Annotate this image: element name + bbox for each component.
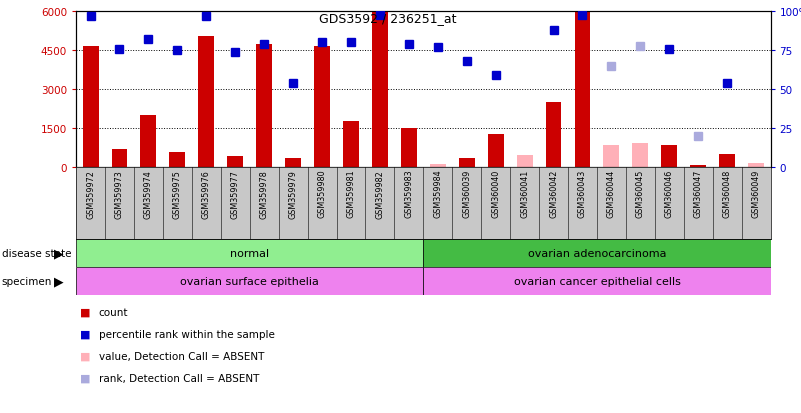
Bar [83,47,99,167]
Text: ▶: ▶ [54,275,64,288]
Text: GSM360048: GSM360048 [723,169,731,218]
Text: GSM360044: GSM360044 [607,169,616,218]
Text: GSM360041: GSM360041 [520,169,529,218]
Bar [662,145,677,167]
Bar [343,122,359,167]
Bar [633,144,648,167]
Bar [545,103,562,167]
Text: GSM360039: GSM360039 [462,169,471,218]
Text: GSM360046: GSM360046 [665,169,674,218]
Bar [603,145,619,167]
Text: GSM360047: GSM360047 [694,169,702,218]
Bar [748,164,764,167]
Bar [314,47,330,167]
Text: ■: ■ [80,373,91,383]
Text: GSM360043: GSM360043 [578,169,587,218]
Bar [170,153,185,167]
Bar [111,149,127,167]
Bar [574,12,590,167]
Bar [488,135,504,167]
Text: GSM360049: GSM360049 [751,169,761,218]
Text: GSM359973: GSM359973 [115,169,124,218]
Text: GSM359975: GSM359975 [173,169,182,218]
Text: GSM359978: GSM359978 [260,169,268,218]
Bar [401,128,417,167]
Text: GSM360040: GSM360040 [491,169,500,218]
Text: GSM359979: GSM359979 [288,169,298,218]
Text: value, Detection Call = ABSENT: value, Detection Call = ABSENT [99,351,264,361]
Text: rank, Detection Call = ABSENT: rank, Detection Call = ABSENT [99,373,259,383]
Bar [227,157,244,167]
Text: specimen: specimen [2,277,52,287]
Text: ■: ■ [80,351,91,361]
Bar [719,154,735,167]
Bar [285,158,301,167]
Bar [517,156,533,167]
Text: ovarian adenocarcinoma: ovarian adenocarcinoma [528,249,666,259]
Text: count: count [99,307,128,317]
Text: normal: normal [230,249,269,259]
Bar [459,158,475,167]
Text: GDS3592 / 236251_at: GDS3592 / 236251_at [319,12,457,25]
Bar [690,166,706,167]
Text: GSM359984: GSM359984 [433,169,442,218]
Text: ovarian surface epithelia: ovarian surface epithelia [180,277,319,287]
Text: ■: ■ [80,329,91,339]
Text: disease state: disease state [2,249,71,259]
Bar [423,240,771,268]
Text: GSM359981: GSM359981 [347,169,356,218]
Bar [256,45,272,167]
Bar [76,268,423,296]
Bar [423,268,771,296]
Bar [372,12,388,167]
Text: GSM359976: GSM359976 [202,169,211,218]
Text: GSM359974: GSM359974 [144,169,153,218]
Bar [140,116,156,167]
Text: GSM360045: GSM360045 [636,169,645,218]
Text: ■: ■ [80,307,91,317]
Text: GSM359983: GSM359983 [405,169,413,218]
Text: percentile rank within the sample: percentile rank within the sample [99,329,275,339]
Text: GSM359977: GSM359977 [231,169,239,218]
Text: ▶: ▶ [54,247,64,260]
Text: GSM359972: GSM359972 [86,169,95,218]
Bar [430,164,445,167]
Bar [199,37,214,167]
Text: GSM359982: GSM359982 [376,169,384,218]
Text: ovarian cancer epithelial cells: ovarian cancer epithelial cells [513,277,680,287]
Bar [76,240,423,268]
Text: GSM359980: GSM359980 [317,169,327,218]
Text: GSM360042: GSM360042 [549,169,558,218]
